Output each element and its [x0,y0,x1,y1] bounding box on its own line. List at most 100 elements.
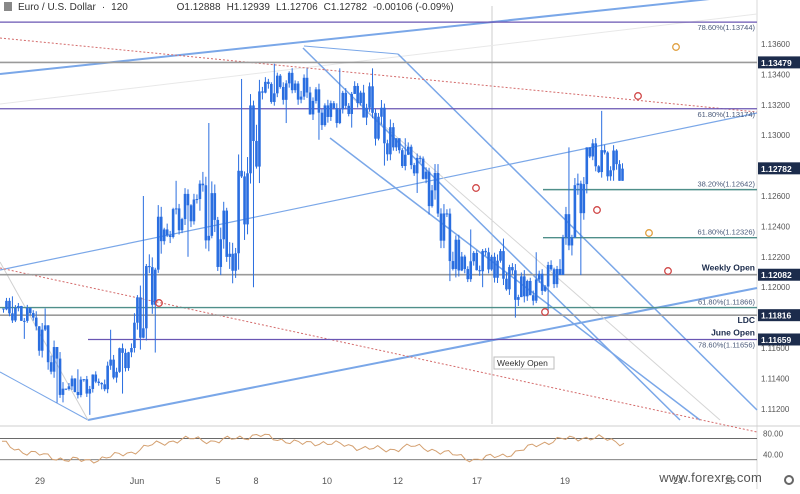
level-marker-4 [593,206,601,214]
candle-body [427,171,431,207]
y-tick-3: 1.13000 [761,131,790,140]
last-price-box [758,162,800,175]
level-marker-2 [645,229,653,237]
y-tick-4: 1.12600 [761,192,790,201]
watermark: www.forexre.com [659,470,762,485]
candle-body [67,386,71,390]
upper-channel-line [0,0,710,75]
candle-body [511,267,514,271]
candle-body [478,270,481,272]
candle-body [228,253,231,257]
candle-body [609,170,612,177]
gear-icon[interactable] [784,475,794,485]
candle-body [198,183,202,200]
candle-body [561,237,565,276]
candle-body [73,378,77,392]
candle-body [25,307,29,321]
level-marker-3 [664,267,672,275]
x-tick-7: 19 [560,476,570,486]
candle-body [368,86,371,108]
x-tick-9: 26 [725,476,735,486]
level-label-3: 38.20%(1.12642) [697,180,755,189]
lower-channel-line [87,287,758,421]
candle-body [296,83,300,100]
candle-body [356,85,359,104]
candle-body [124,352,127,369]
level-marker-6 [155,299,163,307]
x-tick-1: Jun [130,476,145,486]
candle-body [222,210,226,240]
candle-body [466,269,470,280]
lower-left-trendline [0,371,89,421]
candle-body [314,89,318,101]
candle-body [17,305,20,308]
candle-body [237,170,240,254]
candle-body [615,150,618,165]
candle-body [442,213,446,241]
candle-body [311,100,315,115]
candle-body [281,86,285,100]
candle-body [570,237,574,246]
candle-body [88,388,92,394]
candle-body [136,297,139,323]
candle-body [258,91,261,167]
x-tick-8: 24 [673,476,683,486]
candle-body [606,152,609,177]
candle-body [451,261,455,269]
level-tag-5: Weekly Open [702,263,755,273]
candle-body [350,93,353,114]
level-marker-7 [541,308,549,316]
y-tick-1: 1.13400 [761,70,790,79]
y-tick-0: 1.13600 [761,40,790,49]
price-box-text-8: 1.11659 [761,335,792,345]
candle-body [484,250,487,253]
rsi-tick-1: 40.00 [763,450,784,459]
candle-body [85,379,89,394]
level-marker-5 [472,184,480,192]
candle-body [82,379,86,381]
candle-body [2,308,5,310]
candle-body [374,112,377,139]
chart-header: Euro / U.S. Dollar · 120 O1.12888 H1.12939 L… [4,2,460,13]
candle-body [64,388,68,390]
candle-body [192,199,196,222]
candle-body [591,143,595,157]
level-tag-7: LDC [738,315,755,325]
level-tag-8: June Open [711,327,755,337]
candle-body [8,300,11,314]
candle-body [127,352,130,369]
candle-body [61,388,65,395]
candle-body [579,183,583,214]
candle-body [499,251,502,261]
candle-body [469,261,473,280]
candle-body [377,116,380,139]
candle-body [329,103,333,117]
candle-body [20,305,23,321]
candle-body [252,105,255,141]
candle-body [618,164,621,181]
weekly-open-box [493,356,555,370]
candle-body [261,91,264,93]
candle-body [70,378,74,387]
x-tick-4: 10 [322,476,332,486]
candle-body [243,176,246,225]
candle-body [445,213,449,215]
level-label-8: 78.60%(1.11656) [698,340,755,349]
candle-body [234,253,237,271]
candle-body [564,214,568,238]
candle-body [454,239,458,269]
candle-body [353,85,356,94]
candle-body [156,216,160,270]
candle-body [139,297,142,338]
ohlc-change: -0.00106 (-0.09%) [373,2,454,13]
candle-body [525,280,529,297]
candle-body [383,107,386,144]
candle-body [537,273,541,280]
red-dotted-upper [0,37,758,113]
ohlc-close: C1.12782 [323,2,368,13]
candle-body [109,359,112,366]
last-price-text: 1.12782 [761,164,792,174]
price-box-text-7: 1.11816 [761,311,792,321]
price-box-text-1: 1.13479 [761,58,792,68]
candle-body [400,150,404,167]
